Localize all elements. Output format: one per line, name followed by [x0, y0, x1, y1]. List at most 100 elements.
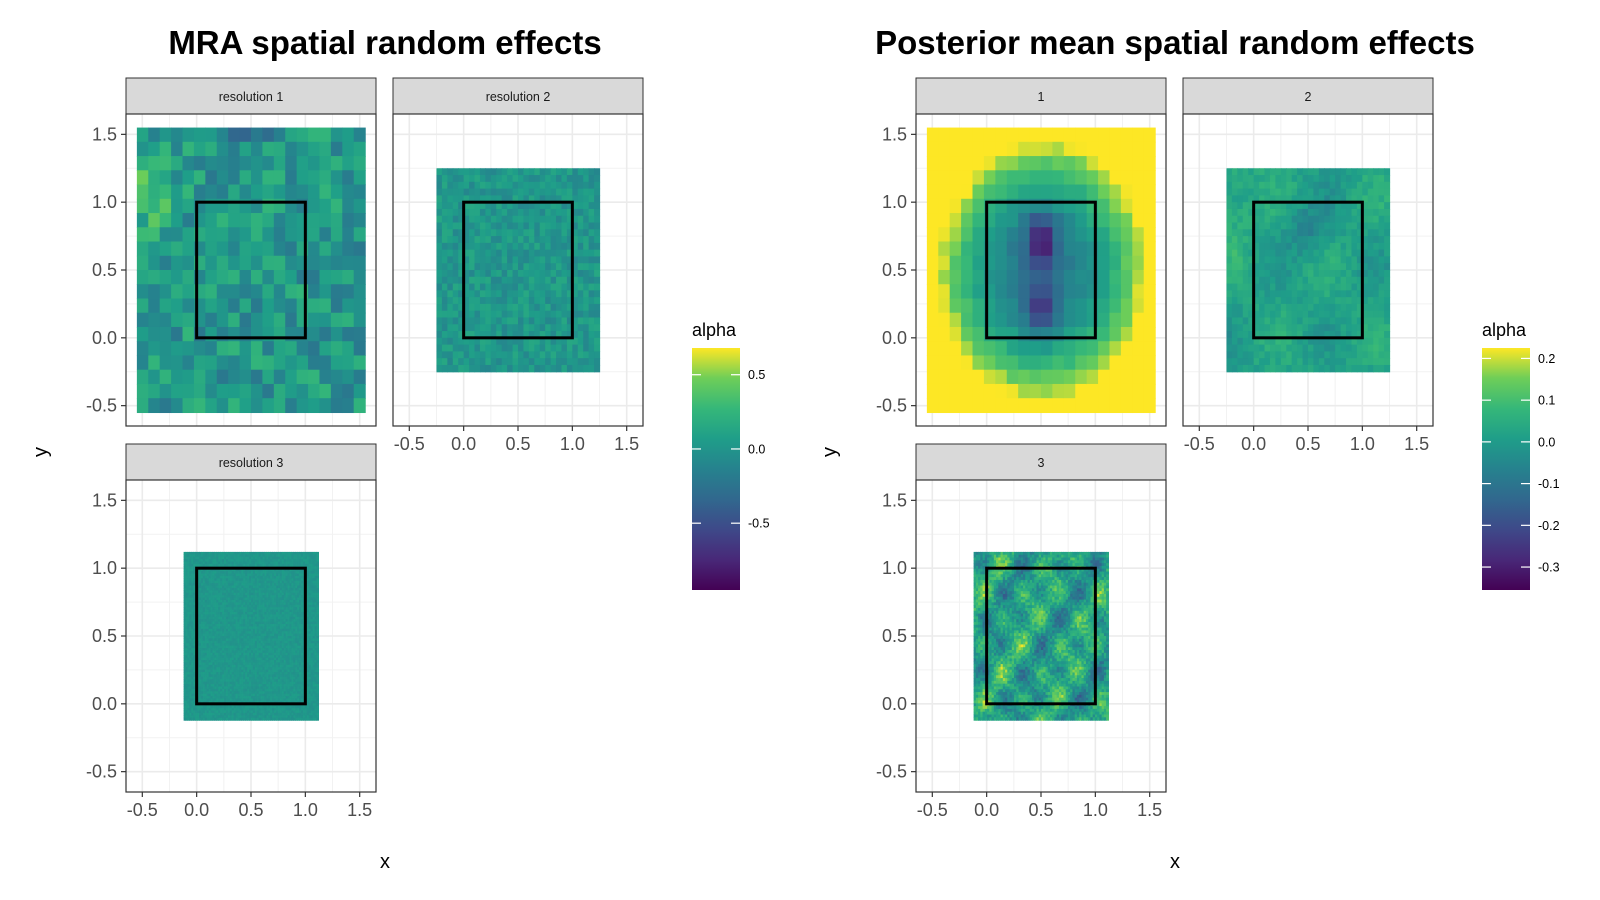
heatmap-cell	[189, 660, 192, 664]
heatmap-cell	[264, 554, 268, 558]
heatmap-cell	[222, 676, 225, 680]
heatmap-cell	[258, 652, 262, 656]
heatmap-cell	[249, 611, 252, 615]
heatmap-cell	[485, 324, 492, 332]
heatmap-cell	[204, 633, 208, 637]
heatmap-cell	[277, 660, 281, 664]
heatmap-cell	[191, 619, 194, 623]
heatmap-cell	[490, 364, 497, 373]
heatmap-cell	[463, 215, 470, 224]
heatmap-cell	[202, 667, 206, 671]
heatmap-cell	[583, 358, 590, 366]
heatmap-cell	[566, 208, 573, 217]
heatmap-cell	[556, 351, 563, 359]
heatmap-cell	[496, 249, 503, 258]
heatmap-cell	[256, 636, 260, 639]
heatmap-cell	[572, 208, 579, 217]
heatmap-cell	[187, 599, 190, 603]
heatmap-cell	[251, 355, 264, 371]
heatmap-cell	[273, 270, 286, 285]
heatmap-cell	[279, 691, 283, 695]
heatmap-cell	[447, 290, 454, 298]
heatmap-cell	[187, 583, 190, 587]
heatmap-cell	[252, 710, 256, 714]
heatmap-cell	[251, 705, 254, 709]
heatmap-cell	[220, 599, 223, 603]
heatmap-cell	[254, 575, 258, 579]
heatmap-cell	[208, 633, 212, 637]
heatmap-cell	[220, 609, 223, 613]
heatmap-cell	[249, 640, 252, 644]
heatmap-cell	[204, 556, 208, 560]
heatmap-cell	[276, 640, 279, 644]
heatmap-cell	[216, 184, 229, 200]
heatmap-cell	[496, 283, 503, 291]
heatmap-cell	[274, 621, 277, 625]
heatmap-cell	[227, 587, 231, 591]
heatmap-cell	[185, 712, 189, 716]
heatmap-cell	[270, 655, 273, 659]
heatmap-cell	[224, 583, 227, 587]
heatmap-cell	[512, 310, 519, 319]
heatmap-cell	[270, 614, 273, 618]
heatmap-cell	[204, 626, 208, 630]
heatmap-cell	[277, 705, 281, 709]
heatmap-cell	[224, 614, 227, 618]
heatmap-cell	[458, 290, 465, 298]
heatmap-cell	[243, 609, 246, 613]
heatmap-cell	[237, 696, 241, 700]
heatmap-cell	[224, 609, 227, 613]
heatmap-cell	[202, 717, 206, 721]
heatmap-cell	[276, 708, 279, 712]
heatmap-cell	[452, 276, 459, 285]
heatmap-cell	[572, 331, 579, 339]
heatmap-cell	[276, 628, 279, 632]
heatmap-cell	[572, 297, 579, 305]
heatmap-cell	[556, 168, 563, 176]
heatmap-cell	[276, 580, 279, 584]
heatmap-cell	[241, 563, 244, 567]
heatmap-cell	[235, 688, 239, 692]
heatmap-cell	[197, 710, 200, 714]
heatmap-cell	[222, 717, 225, 721]
heatmap-cell	[206, 693, 210, 697]
heatmap-cell	[452, 168, 459, 176]
heatmap-cell	[197, 672, 200, 676]
heatmap-cell	[277, 684, 281, 688]
heatmap-cell	[197, 587, 200, 591]
heatmap-cell	[256, 575, 260, 579]
facet-strip-label: resolution 1	[219, 90, 284, 104]
heatmap-cell	[227, 604, 231, 608]
heatmap-cell	[229, 554, 233, 558]
heatmap-cell	[237, 638, 241, 642]
heatmap-cell	[224, 717, 227, 721]
heatmap-cell	[199, 595, 202, 599]
heatmap-cell	[237, 672, 241, 676]
heatmap-cell	[225, 650, 229, 654]
heatmap-cell	[256, 657, 260, 661]
heatmap-cell	[231, 607, 235, 611]
heatmap-cell	[199, 633, 202, 637]
heatmap-cell	[235, 643, 239, 647]
heatmap-cell	[342, 213, 355, 228]
heatmap-cell	[193, 655, 196, 659]
heatmap-cell	[231, 643, 235, 647]
heatmap-cell	[224, 559, 227, 563]
heatmap-cell	[496, 358, 503, 366]
heatmap-cell	[229, 705, 233, 709]
heatmap-cell	[254, 681, 258, 685]
heatmap-cell	[251, 156, 264, 171]
heatmap-cell	[262, 674, 266, 678]
heatmap-cell	[220, 628, 223, 632]
heatmap-cell	[245, 688, 248, 692]
heatmap-cell	[274, 691, 277, 695]
heatmap-cell	[266, 655, 269, 659]
heatmap-cell	[274, 619, 277, 623]
heatmap-cell	[485, 202, 492, 210]
heatmap-cell	[276, 655, 279, 659]
heatmap-cell	[588, 337, 595, 346]
heatmap-cell	[254, 568, 258, 572]
heatmap-cell	[225, 691, 229, 695]
heatmap-cell	[277, 616, 281, 620]
heatmap-cell	[262, 660, 266, 664]
